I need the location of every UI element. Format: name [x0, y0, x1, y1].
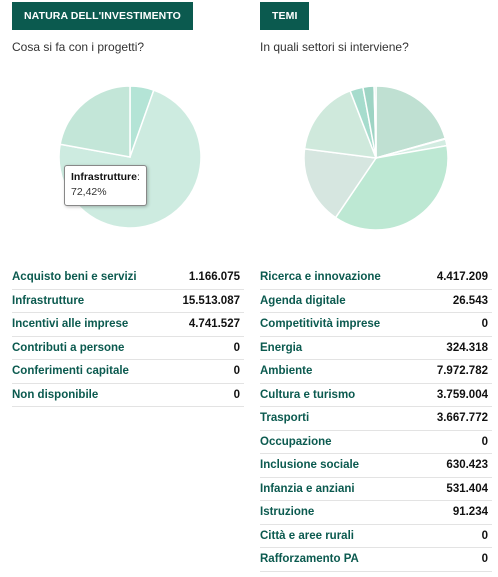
pie-slice-incentivi-alle-imprese[interactable] — [59, 86, 131, 158]
row-value: 15.513.087 — [182, 294, 240, 307]
table-row[interactable]: Ambiente 7.972.782 — [260, 360, 492, 384]
row-value: 0 — [233, 388, 240, 401]
pie-tooltip: Infrastrutture: 72,42% — [64, 165, 147, 206]
row-value: 324.318 — [446, 341, 488, 354]
row-value: 7.972.782 — [436, 365, 488, 378]
row-value: 3.667.772 — [436, 412, 488, 425]
row-value: 1.166.075 — [188, 271, 240, 284]
table-row[interactable]: Contributi a persone 0 — [12, 337, 244, 360]
table-row[interactable]: Inclusione sociale 630.423 — [260, 454, 492, 478]
row-label: Inclusione sociale — [260, 459, 360, 472]
row-label: Non disponibile — [12, 388, 99, 401]
row-label: Rafforzamento PA — [260, 553, 359, 566]
row-value: 630.423 — [446, 459, 488, 472]
tab-natura-investimento[interactable]: NATURA DELL'INVESTIMENTO — [12, 2, 193, 30]
row-value: 0 — [481, 318, 488, 331]
row-label: Ricerca e innovazione — [260, 271, 381, 284]
table-row[interactable]: Acquisto beni e servizi 1.166.075 — [12, 266, 244, 290]
row-label: Ambiente — [260, 365, 313, 378]
tooltip-label: Infrastrutture — [71, 171, 137, 183]
natura-pie-chart-container — [59, 86, 201, 228]
pie-slice-ricerca-e-innovazione[interactable] — [375, 86, 447, 159]
row-label: Cultura e turismo — [260, 388, 356, 401]
natura-pie-chart[interactable] — [59, 86, 201, 228]
row-value: 0 — [233, 341, 240, 354]
row-value: 4.417.209 — [436, 271, 488, 284]
pie-slice-ambiente[interactable] — [334, 144, 448, 230]
table-row[interactable]: Occupazione 0 — [260, 431, 492, 454]
natura-table: Acquisto beni e servizi 1.166.075 Infrastr… — [12, 266, 244, 407]
row-label: Contributi a persone — [12, 341, 125, 354]
row-value: 26.543 — [452, 294, 488, 307]
temi-table: Ricerca e innovazione 4.417.209 Agenda dig… — [260, 266, 492, 572]
table-row[interactable]: Non disponibile 0 — [12, 384, 244, 407]
row-label: Occupazione — [260, 435, 332, 448]
table-row[interactable]: Competitività imprese 0 — [260, 313, 492, 337]
table-row[interactable]: Istruzione 91.234 — [260, 501, 492, 525]
pie-slice-trasporti[interactable] — [304, 89, 378, 159]
temi-pie-chart[interactable] — [304, 86, 448, 230]
table-row[interactable]: Trasporti 3.667.772 — [260, 407, 492, 431]
table-row[interactable]: Agenda digitale 26.543 — [260, 290, 492, 313]
row-label: Infanzia e anziani — [260, 482, 355, 495]
table-row[interactable]: Energia 324.318 — [260, 337, 492, 360]
natura-investimento-panel: NATURA DELL'INVESTIMENTO Cosa si fa con … — [12, 0, 248, 407]
right-subtitle: In quali settori si interviene? — [260, 40, 409, 54]
table-row[interactable]: Incentivi alle imprese 4.741.527 — [12, 313, 244, 337]
pie-slice-istruzione[interactable] — [373, 86, 377, 159]
left-subtitle: Cosa si fa con i progetti? — [12, 40, 145, 54]
row-value: 91.234 — [452, 506, 488, 519]
row-value: 0 — [481, 529, 488, 542]
table-row[interactable]: Rafforzamento PA 0 — [260, 548, 492, 572]
row-label: Conferimenti capitale — [12, 365, 129, 378]
row-value: 4.741.527 — [188, 318, 240, 331]
row-value: 3.759.004 — [436, 388, 488, 401]
row-value: 531.404 — [446, 482, 488, 495]
row-label: Incentivi alle imprese — [12, 318, 129, 331]
tab-temi[interactable]: TEMI — [260, 2, 310, 30]
table-row[interactable]: Conferimenti capitale 0 — [12, 360, 244, 384]
row-label: Città e aree rurali — [260, 529, 354, 542]
row-label: Agenda digitale — [260, 294, 346, 307]
table-row[interactable]: Città e aree rurali 0 — [260, 525, 492, 548]
row-label: Infrastrutture — [12, 294, 85, 307]
temi-panel: TEMI In quali settori si interviene? Ric… — [260, 0, 496, 572]
row-label: Competitività imprese — [260, 318, 381, 331]
table-row[interactable]: Cultura e turismo 3.759.004 — [260, 384, 492, 407]
row-value: 0 — [481, 553, 488, 566]
table-row[interactable]: Infanzia e anziani 531.404 — [260, 478, 492, 501]
row-label: Acquisto beni e servizi — [12, 271, 137, 284]
row-label: Energia — [260, 341, 303, 354]
row-value: 0 — [233, 365, 240, 378]
pie-slice-cultura-e-turismo[interactable] — [304, 148, 378, 219]
tooltip-value: 72,42% — [71, 186, 107, 198]
row-value: 0 — [481, 435, 488, 448]
table-row[interactable]: Infrastrutture 15.513.087 — [12, 290, 244, 313]
row-label: Istruzione — [260, 506, 315, 519]
table-row[interactable]: Ricerca e innovazione 4.417.209 — [260, 266, 492, 290]
row-label: Trasporti — [260, 412, 310, 425]
temi-pie-chart-container — [304, 86, 448, 230]
